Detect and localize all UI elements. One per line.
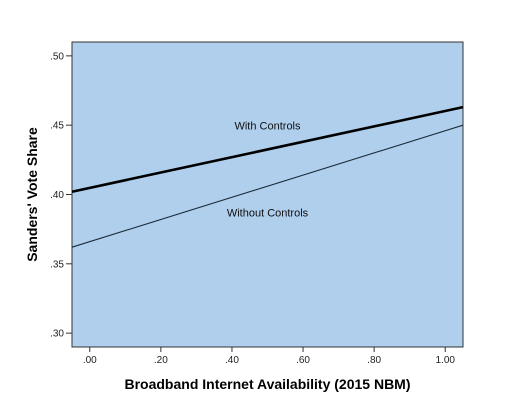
y-tick-label: .40 (50, 190, 64, 201)
y-axis: .30 .35 .40 .45 .50 (50, 51, 72, 340)
y-axis-title: Sanders' Vote Share (24, 127, 40, 262)
x-axis: .00 .20 .40 .60 .80 1.00 (83, 347, 455, 366)
y-tick-label: .30 (50, 329, 64, 340)
series-line-without-controls (71, 124, 464, 248)
x-tick-label: .00 (83, 355, 97, 366)
series-lines (71, 105, 464, 248)
x-tick-label: .40 (225, 355, 239, 366)
annotation-with-controls: With Controls (234, 120, 301, 132)
annotations: With Controls Without Controls (227, 120, 309, 219)
y-tick-label: .35 (50, 259, 64, 270)
x-tick-label: .60 (296, 355, 310, 366)
annotation-without-controls: Without Controls (227, 208, 309, 220)
plot-area (71, 41, 464, 348)
x-tick-label: .20 (154, 355, 168, 366)
x-axis-title: Broadband Internet Availability (2015 NB… (124, 376, 410, 392)
y-tick-label: .50 (50, 51, 64, 62)
x-tick-label: .80 (367, 355, 381, 366)
x-tick-label: 1.00 (435, 355, 455, 366)
series-line-with-controls (71, 105, 464, 193)
y-tick-label: .45 (50, 121, 64, 132)
